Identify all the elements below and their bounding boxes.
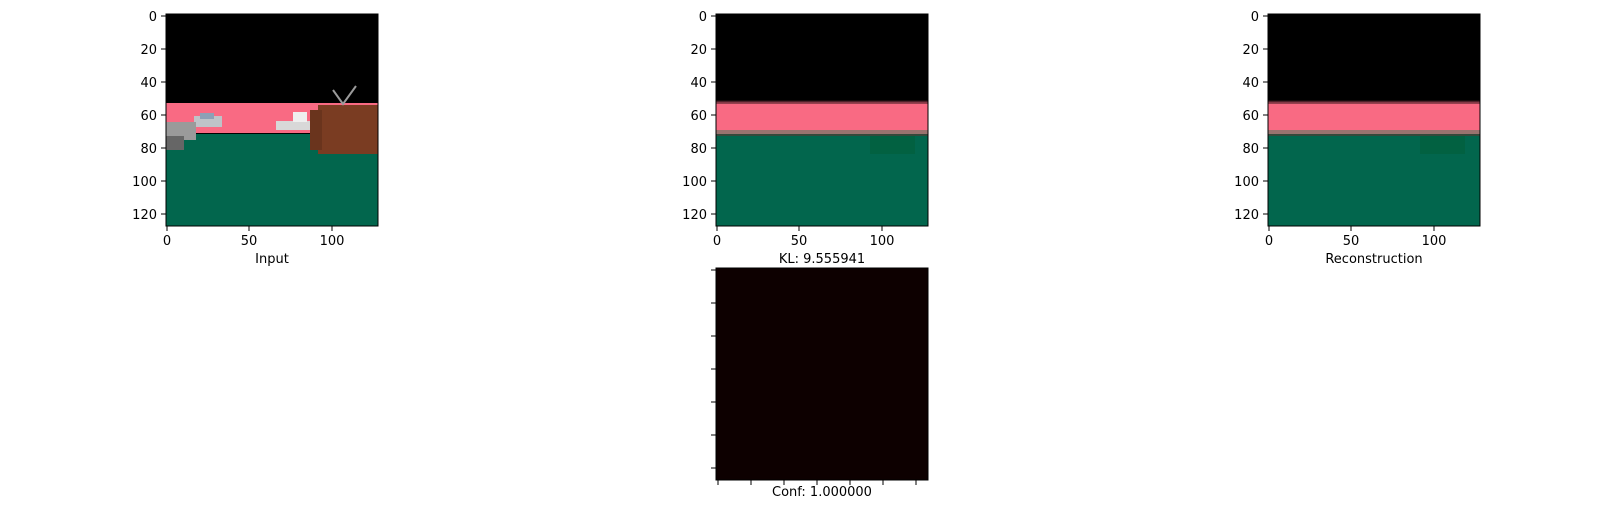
reconstruction-panel: 0 20 40 60 80 100 120 0 50 100 Reconstru… [1234, 10, 1481, 267]
middle-x-axis: 0 50 100 [713, 226, 895, 249]
y-tick-label: 80 [690, 142, 707, 157]
reconstruction-xlabel: Reconstruction [1325, 252, 1422, 267]
input-xlabel: Input [255, 252, 289, 267]
input-panel: 0 20 40 60 80 100 120 0 50 100 Input [132, 10, 379, 267]
y-tick-label: 100 [682, 175, 707, 190]
input-image [165, 13, 379, 227]
car-shape [166, 122, 196, 150]
x-tick-label: 100 [320, 234, 345, 249]
x-tick-label: 0 [163, 234, 171, 249]
y-tick-label: 120 [1234, 208, 1259, 223]
y-tick-label: 100 [132, 175, 157, 190]
confidence-image [715, 267, 929, 481]
y-tick-label: 0 [1251, 10, 1259, 25]
x-tick-label: 0 [1265, 234, 1273, 249]
y-tick-label: 120 [682, 208, 707, 223]
y-tick-label: 0 [149, 10, 157, 25]
x-tick-label: 50 [1343, 234, 1360, 249]
y-tick-label: 80 [140, 142, 157, 157]
y-tick-label: 60 [140, 109, 157, 124]
input-x-axis: 0 50 100 [163, 226, 345, 249]
x-tick-label: 0 [713, 234, 721, 249]
y-tick-label: 60 [690, 109, 707, 124]
confidence-y-ticks [711, 269, 716, 469]
confidence-panel: Conf: 1.000000 [711, 267, 929, 500]
building-shape [318, 105, 378, 154]
middle-y-axis: 0 20 40 60 80 100 120 [682, 10, 716, 223]
y-tick-label: 120 [132, 208, 157, 223]
car-shape [194, 113, 222, 127]
y-tick-label: 20 [140, 43, 157, 58]
confidence-x-ticks [717, 480, 917, 485]
middle-panel: 0 20 40 60 80 100 120 0 50 100 KL: 9.555… [682, 10, 929, 267]
x-tick-label: 100 [1422, 234, 1447, 249]
y-tick-label: 20 [690, 43, 707, 58]
input-y-axis: 0 20 40 60 80 100 120 [132, 10, 166, 223]
x-tick-label: 100 [870, 234, 895, 249]
y-tick-label: 40 [1242, 76, 1259, 91]
kl-label: KL: 9.555941 [779, 252, 865, 267]
y-tick-label: 20 [1242, 43, 1259, 58]
middle-image [715, 13, 929, 227]
y-tick-label: 0 [699, 10, 707, 25]
y-tick-label: 80 [1242, 142, 1259, 157]
car-shape [276, 112, 310, 130]
reconstruction-y-axis: 0 20 40 60 80 100 120 [1234, 10, 1268, 223]
antenna-shape [332, 85, 357, 106]
confidence-label: Conf: 1.000000 [772, 485, 872, 500]
x-tick-label: 50 [241, 234, 258, 249]
y-tick-label: 60 [1242, 109, 1259, 124]
reconstruction-image [1267, 13, 1481, 227]
y-tick-label: 100 [1234, 175, 1259, 190]
x-tick-label: 50 [791, 234, 808, 249]
y-tick-label: 40 [690, 76, 707, 91]
y-tick-label: 40 [140, 76, 157, 91]
reconstruction-x-axis: 0 50 100 [1265, 226, 1447, 249]
